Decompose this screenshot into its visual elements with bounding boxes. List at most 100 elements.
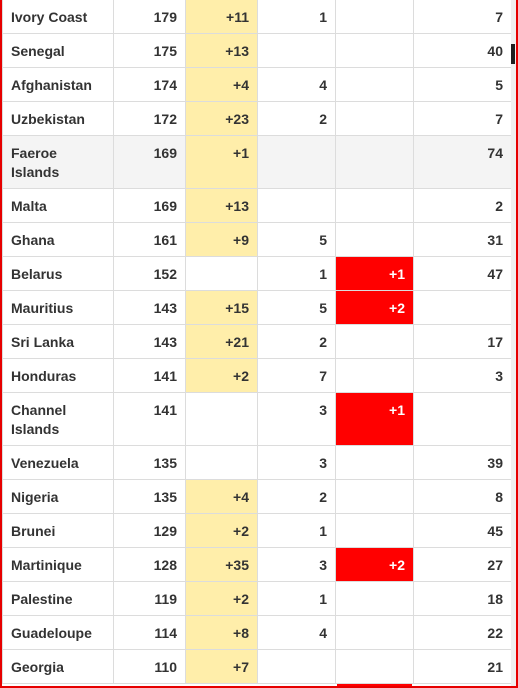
total-recovered-cell: 21	[413, 649, 512, 684]
new-cases-cell: +23	[185, 101, 258, 136]
country-cell: Georgia	[2, 649, 114, 684]
new-cases-cell: +2	[185, 513, 258, 548]
total-deaths-cell: 4	[257, 67, 336, 102]
new-deaths-cell: +1	[335, 392, 414, 446]
new-deaths-cell-partial	[337, 684, 412, 688]
total-recovered-cell: 39	[413, 445, 512, 480]
total-cases-cell: 175	[113, 33, 186, 68]
new-cases-cell: +4	[185, 479, 258, 514]
total-deaths-cell: 7	[257, 358, 336, 393]
country-cell: Martinique	[2, 547, 114, 582]
total-cases-cell: 119	[113, 581, 186, 616]
new-deaths-cell	[335, 324, 414, 359]
total-recovered-cell: 8	[413, 479, 512, 514]
country-cell: Uzbekistan	[2, 101, 114, 136]
table-row: Nigeria 135 +4 2 8	[2, 479, 512, 514]
total-deaths-cell: 2	[257, 101, 336, 136]
total-cases-cell: 152	[113, 256, 186, 291]
total-deaths-cell: 5	[257, 290, 336, 325]
scrollbar-thumb[interactable]	[511, 44, 515, 64]
total-recovered-cell: 22	[413, 615, 512, 650]
country-cell: Malta	[2, 188, 114, 223]
country-cell: Sri Lanka	[2, 324, 114, 359]
new-deaths-cell: +2	[335, 547, 414, 582]
new-cases-cell	[185, 256, 258, 291]
country-cell: Honduras	[2, 358, 114, 393]
total-recovered-cell: 5	[413, 67, 512, 102]
total-recovered-cell: 74	[413, 135, 512, 189]
table-row: Honduras 141 +2 7 3	[2, 358, 512, 393]
new-deaths-cell	[335, 135, 414, 189]
total-deaths-cell	[257, 33, 336, 68]
total-cases-cell: 179	[113, 0, 186, 34]
total-cases-cell: 174	[113, 67, 186, 102]
country-cell: Guadeloupe	[2, 615, 114, 650]
new-cases-cell: +1	[185, 135, 258, 189]
total-cases-cell: 135	[113, 445, 186, 480]
total-deaths-cell: 1	[257, 256, 336, 291]
total-deaths-cell: 3	[257, 547, 336, 582]
new-deaths-cell	[335, 188, 414, 223]
table-row: Channel Islands 141 3 +1	[2, 392, 512, 446]
total-cases-cell: 128	[113, 547, 186, 582]
total-cases-cell: 135	[113, 479, 186, 514]
country-cell: Belarus	[2, 256, 114, 291]
total-cases-cell: 169	[113, 135, 186, 189]
new-deaths-cell	[335, 445, 414, 480]
new-cases-cell: +2	[185, 581, 258, 616]
table-row: Brunei 129 +2 1 45	[2, 513, 512, 548]
new-cases-cell: +13	[185, 33, 258, 68]
country-cell: Ivory Coast	[2, 0, 114, 34]
country-cell: Venezuela	[2, 445, 114, 480]
new-cases-cell: +7	[185, 649, 258, 684]
total-recovered-cell	[413, 290, 512, 325]
total-deaths-cell: 1	[257, 581, 336, 616]
cases-table-body: Ivory Coast 179 +11 1 7 Senegal 175 +13 40 Afghan…	[2, 0, 512, 684]
total-recovered-cell: 40	[413, 33, 512, 68]
table-row: Palestine 119 +2 1 18	[2, 581, 512, 616]
cases-table: Ivory Coast 179 +11 1 7 Senegal 175 +13 40 Afghan…	[2, 0, 512, 684]
new-deaths-cell	[335, 33, 414, 68]
new-deaths-cell: +2	[335, 290, 414, 325]
table-row: Georgia 110 +7 21	[2, 649, 512, 684]
total-deaths-cell: 3	[257, 392, 336, 446]
new-deaths-cell	[335, 615, 414, 650]
total-recovered-cell: 18	[413, 581, 512, 616]
total-deaths-cell: 1	[257, 0, 336, 34]
total-deaths-cell: 3	[257, 445, 336, 480]
new-deaths-cell	[335, 67, 414, 102]
total-cases-cell: 110	[113, 649, 186, 684]
total-cases-cell: 143	[113, 290, 186, 325]
country-cell: Nigeria	[2, 479, 114, 514]
total-cases-cell: 141	[113, 358, 186, 393]
new-cases-cell: +11	[185, 0, 258, 34]
table-row: Venezuela 135 3 39	[2, 445, 512, 480]
new-deaths-cell	[335, 101, 414, 136]
total-cases-cell: 143	[113, 324, 186, 359]
total-recovered-cell: 45	[413, 513, 512, 548]
total-deaths-cell: 4	[257, 615, 336, 650]
table-row: Senegal 175 +13 40	[2, 33, 512, 68]
new-deaths-cell	[335, 649, 414, 684]
total-cases-cell: 114	[113, 615, 186, 650]
country-cell: Palestine	[2, 581, 114, 616]
new-cases-cell: +15	[185, 290, 258, 325]
new-cases-cell: +8	[185, 615, 258, 650]
total-recovered-cell: 7	[413, 0, 512, 34]
table-row: Afghanistan 174 +4 4 5	[2, 67, 512, 102]
table-row: Martinique 128 +35 3 +2 27	[2, 547, 512, 582]
country-cell: Senegal	[2, 33, 114, 68]
table-row: Ghana 161 +9 5 31	[2, 222, 512, 257]
table-row: Sri Lanka 143 +21 2 17	[2, 324, 512, 359]
total-recovered-cell: 7	[413, 101, 512, 136]
total-cases-cell: 172	[113, 101, 186, 136]
scrollbar-track[interactable]	[511, 0, 516, 688]
table-row: Ivory Coast 179 +11 1 7	[2, 0, 512, 34]
new-cases-cell: +4	[185, 67, 258, 102]
total-recovered-cell: 31	[413, 222, 512, 257]
total-cases-cell: 161	[113, 222, 186, 257]
total-deaths-cell	[257, 188, 336, 223]
country-cell: Brunei	[2, 513, 114, 548]
country-cell: Afghanistan	[2, 67, 114, 102]
total-cases-cell: 169	[113, 188, 186, 223]
